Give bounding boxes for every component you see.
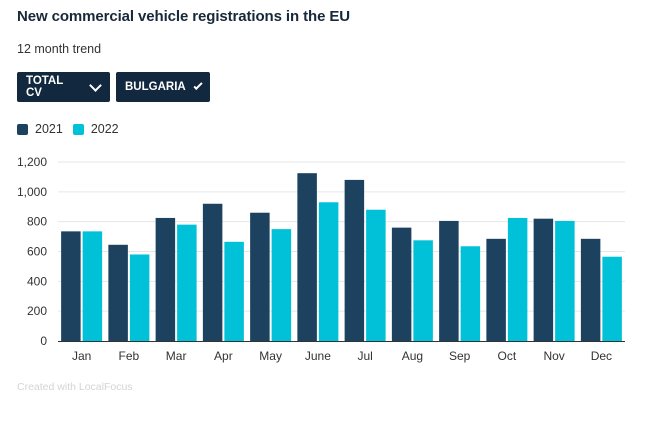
bar-2021-aug[interactable] [391, 227, 412, 341]
legend-swatch-2021 [17, 123, 28, 135]
x-tick-label: May [259, 349, 282, 363]
footer-credit: Created with LocalFocus [17, 381, 133, 393]
bar-2021-jul[interactable] [344, 179, 365, 341]
x-tick-label: Nov [543, 349, 564, 363]
y-tick-label: 400 [27, 274, 47, 288]
country-dropdown-label: BULGARIA [125, 81, 186, 93]
y-tick-label: 800 [27, 215, 47, 229]
legend-item-2022[interactable]: 2022 [72, 122, 119, 136]
country-dropdown[interactable]: BULGARIA [116, 72, 210, 102]
legend-swatch-2022 [72, 123, 84, 135]
bar-2022-mar[interactable] [177, 224, 197, 341]
bar-2022-nov[interactable] [555, 220, 575, 341]
chart-legend: 2021 2022 [17, 122, 129, 136]
bar-2022-aug[interactable] [413, 240, 433, 341]
legend-label-2022: 2022 [90, 122, 119, 136]
x-tick-label: Jul [357, 349, 372, 363]
bar-2022-dec[interactable] [602, 256, 622, 341]
x-tick-label: Aug [402, 349, 423, 363]
x-tick-label: Feb [119, 349, 140, 363]
bar-2021-oct[interactable] [486, 238, 506, 341]
x-tick-label: Oct [498, 349, 517, 363]
bars [61, 173, 622, 341]
legend-item-2021[interactable]: 2021 [17, 122, 63, 136]
bar-2022-apr[interactable] [224, 241, 244, 341]
bar-2022-feb[interactable] [129, 254, 150, 341]
y-tick-label: 600 [27, 245, 47, 259]
filter-bar: TOTAL CV BULGARIA [17, 72, 210, 102]
vehicle-type-dropdown[interactable]: TOTAL CV [17, 72, 110, 102]
bar-2021-dec[interactable] [580, 238, 601, 341]
y-axis-ticks: 0 200 400 600 800 1,000 1,200 [17, 155, 47, 348]
bar-2021-may[interactable] [250, 212, 270, 341]
legend-label-2021: 2021 [35, 122, 63, 136]
chart-title: New commercial vehicle registrations in … [17, 8, 351, 25]
x-tick-label: Apr [214, 349, 233, 363]
bar-2022-june[interactable] [318, 202, 339, 341]
bar-2021-nov[interactable] [533, 218, 554, 341]
y-tick-label: 1,000 [17, 185, 47, 199]
bar-2021-feb[interactable] [108, 244, 128, 341]
bar-2022-oct[interactable] [507, 217, 528, 341]
x-tick-label: Jan [72, 349, 91, 363]
y-tick-label: 200 [27, 304, 47, 318]
bar-2021-june[interactable] [297, 173, 317, 341]
vehicle-type-dropdown-label: TOTAL CV [26, 75, 64, 99]
bar-2021-mar[interactable] [155, 217, 176, 341]
x-tick-label: Dec [591, 349, 612, 363]
x-axis-ticks: Jan Feb Mar Apr May June Jul Aug Sep Oct Nov Dec [72, 349, 612, 363]
bar-2022-jan[interactable] [82, 231, 103, 341]
bar-2022-sep[interactable] [460, 246, 481, 341]
bar-2021-apr[interactable] [202, 203, 223, 341]
y-tick-label: 0 [40, 334, 47, 348]
y-tick-label: 1,200 [17, 155, 47, 169]
bar-2021-jan[interactable] [61, 231, 81, 341]
chart-subtitle: 12 month trend [17, 42, 102, 56]
bar-2022-jul[interactable] [366, 209, 386, 341]
bar-2022-may[interactable] [271, 229, 292, 341]
gridlines [58, 161, 625, 342]
x-tick-label: Sep [449, 349, 471, 363]
x-tick-label: Mar [166, 349, 187, 363]
x-tick-label: June [305, 349, 331, 363]
bar-2021-sep[interactable] [439, 220, 459, 341]
